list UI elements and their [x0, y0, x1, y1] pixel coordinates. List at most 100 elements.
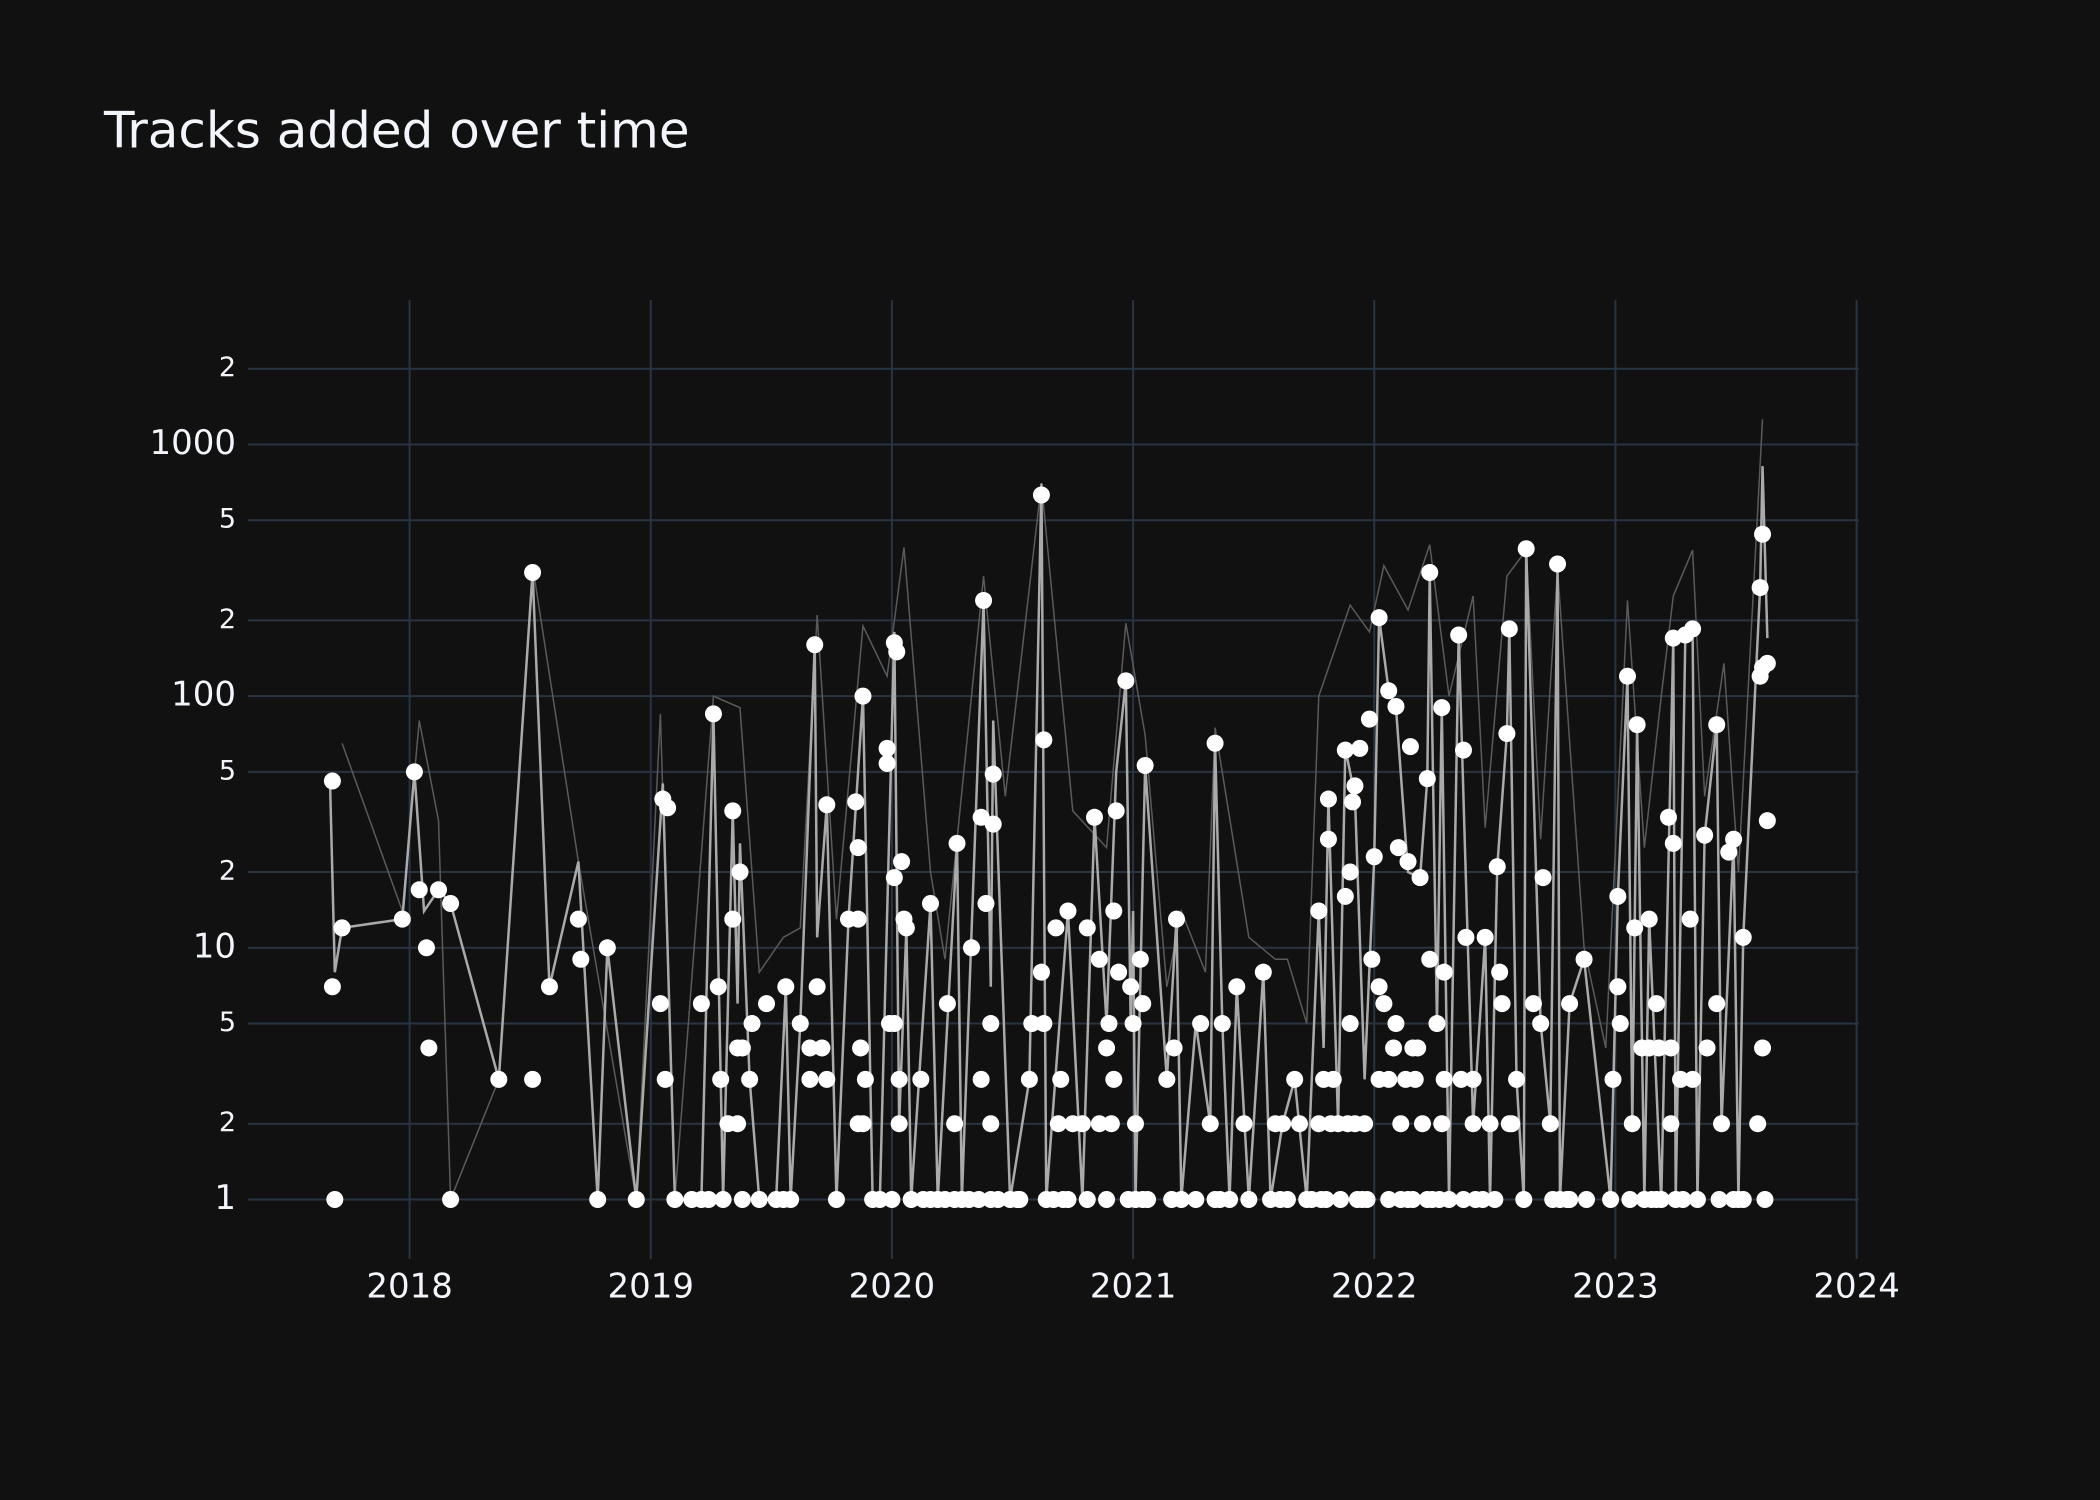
axes: 2 1000 5 2 100 5 2 10 5 2 1 2018 2019 2020 2021 2022 202…: [149, 352, 1899, 1306]
marker: [1122, 978, 1140, 996]
y-tick-label: 5: [219, 1007, 236, 1038]
x-tick-label: 2021: [1090, 1267, 1177, 1307]
marker: [1389, 839, 1407, 857]
marker: [1124, 1015, 1142, 1033]
marker: [1158, 1070, 1176, 1088]
marker: [1380, 1070, 1398, 1088]
y-tick-label: 2: [219, 1107, 236, 1138]
marker: [1428, 1015, 1446, 1033]
marker: [656, 1070, 674, 1088]
x-tick-label: 2020: [849, 1267, 936, 1307]
marker: [1073, 1115, 1091, 1133]
marker: [393, 910, 411, 928]
marker: [1351, 739, 1369, 757]
marker: [885, 1015, 903, 1033]
marker: [1105, 1070, 1123, 1088]
marker: [1319, 790, 1337, 808]
marker: [442, 1190, 460, 1208]
marker: [333, 919, 351, 937]
plot-area: [323, 419, 1776, 1208]
marker: [1360, 710, 1378, 728]
marker: [540, 978, 558, 996]
marker: [1454, 1190, 1472, 1208]
marker: [323, 978, 341, 996]
marker: [1754, 525, 1772, 543]
marker: [589, 1190, 607, 1208]
marker: [912, 1070, 930, 1088]
marker: [1708, 716, 1726, 734]
marker: [1758, 654, 1776, 672]
marker: [888, 643, 906, 661]
marker: [1228, 978, 1246, 996]
marker: [1754, 1039, 1772, 1057]
y-tick-label: 5: [219, 755, 236, 786]
marker: [1387, 697, 1405, 715]
marker: [1713, 1115, 1731, 1133]
marker: [1524, 995, 1542, 1013]
marker: [1602, 1190, 1620, 1208]
chart-title: Tracks added over time: [103, 102, 690, 160]
marker: [1290, 1115, 1308, 1133]
marker: [1623, 1115, 1641, 1133]
marker: [852, 1039, 870, 1057]
marker: [410, 881, 428, 899]
marker: [885, 869, 903, 887]
marker: [1708, 995, 1726, 1013]
marker: [1344, 793, 1362, 811]
marker: [1758, 812, 1776, 830]
marker: [1363, 950, 1381, 968]
marker: [733, 1190, 751, 1208]
marker: [1105, 902, 1123, 920]
marker: [1452, 1070, 1470, 1088]
marker: [326, 1190, 344, 1208]
marker: [847, 793, 865, 811]
grid: [248, 300, 1859, 1259]
marker: [1358, 1190, 1376, 1208]
marker: [1187, 1190, 1205, 1208]
marker: [1346, 777, 1364, 795]
marker: [1476, 928, 1494, 946]
marker: [1324, 1070, 1342, 1088]
marker: [1751, 579, 1769, 597]
marker: [1493, 995, 1511, 1013]
marker: [1454, 741, 1472, 759]
marker: [871, 1190, 889, 1208]
marker: [948, 834, 966, 852]
marker: [1672, 1070, 1690, 1088]
marker: [1286, 1070, 1304, 1088]
x-tick-label: 2019: [607, 1267, 694, 1307]
marker: [1172, 1190, 1190, 1208]
marker: [1440, 1190, 1458, 1208]
marker: [1023, 1015, 1041, 1033]
marker: [1310, 1115, 1328, 1133]
marker: [1201, 1115, 1219, 1133]
marker: [890, 1115, 908, 1133]
marker: [709, 978, 727, 996]
marker: [1331, 1190, 1349, 1208]
marker: [1618, 667, 1636, 685]
marker: [984, 765, 1002, 783]
marker: [1435, 1070, 1453, 1088]
marker: [1047, 919, 1065, 937]
marker: [405, 763, 423, 781]
marker: [704, 705, 722, 723]
marker: [1310, 902, 1328, 920]
marker: [417, 939, 435, 957]
marker: [989, 1190, 1007, 1208]
marker: [1491, 963, 1509, 981]
marker: [1515, 1190, 1533, 1208]
marker: [1341, 1015, 1359, 1033]
marker: [1380, 1190, 1398, 1208]
marker: [982, 1015, 1000, 1033]
marker: [714, 1190, 732, 1208]
marker: [1385, 1039, 1403, 1057]
marker: [963, 939, 981, 957]
marker: [1609, 887, 1627, 905]
marker: [1240, 1190, 1258, 1208]
marker: [1090, 950, 1108, 968]
marker: [758, 995, 776, 1013]
marker: [1035, 731, 1053, 749]
marker: [1100, 1015, 1118, 1033]
marker: [1503, 1115, 1521, 1133]
marker: [1604, 1070, 1622, 1088]
